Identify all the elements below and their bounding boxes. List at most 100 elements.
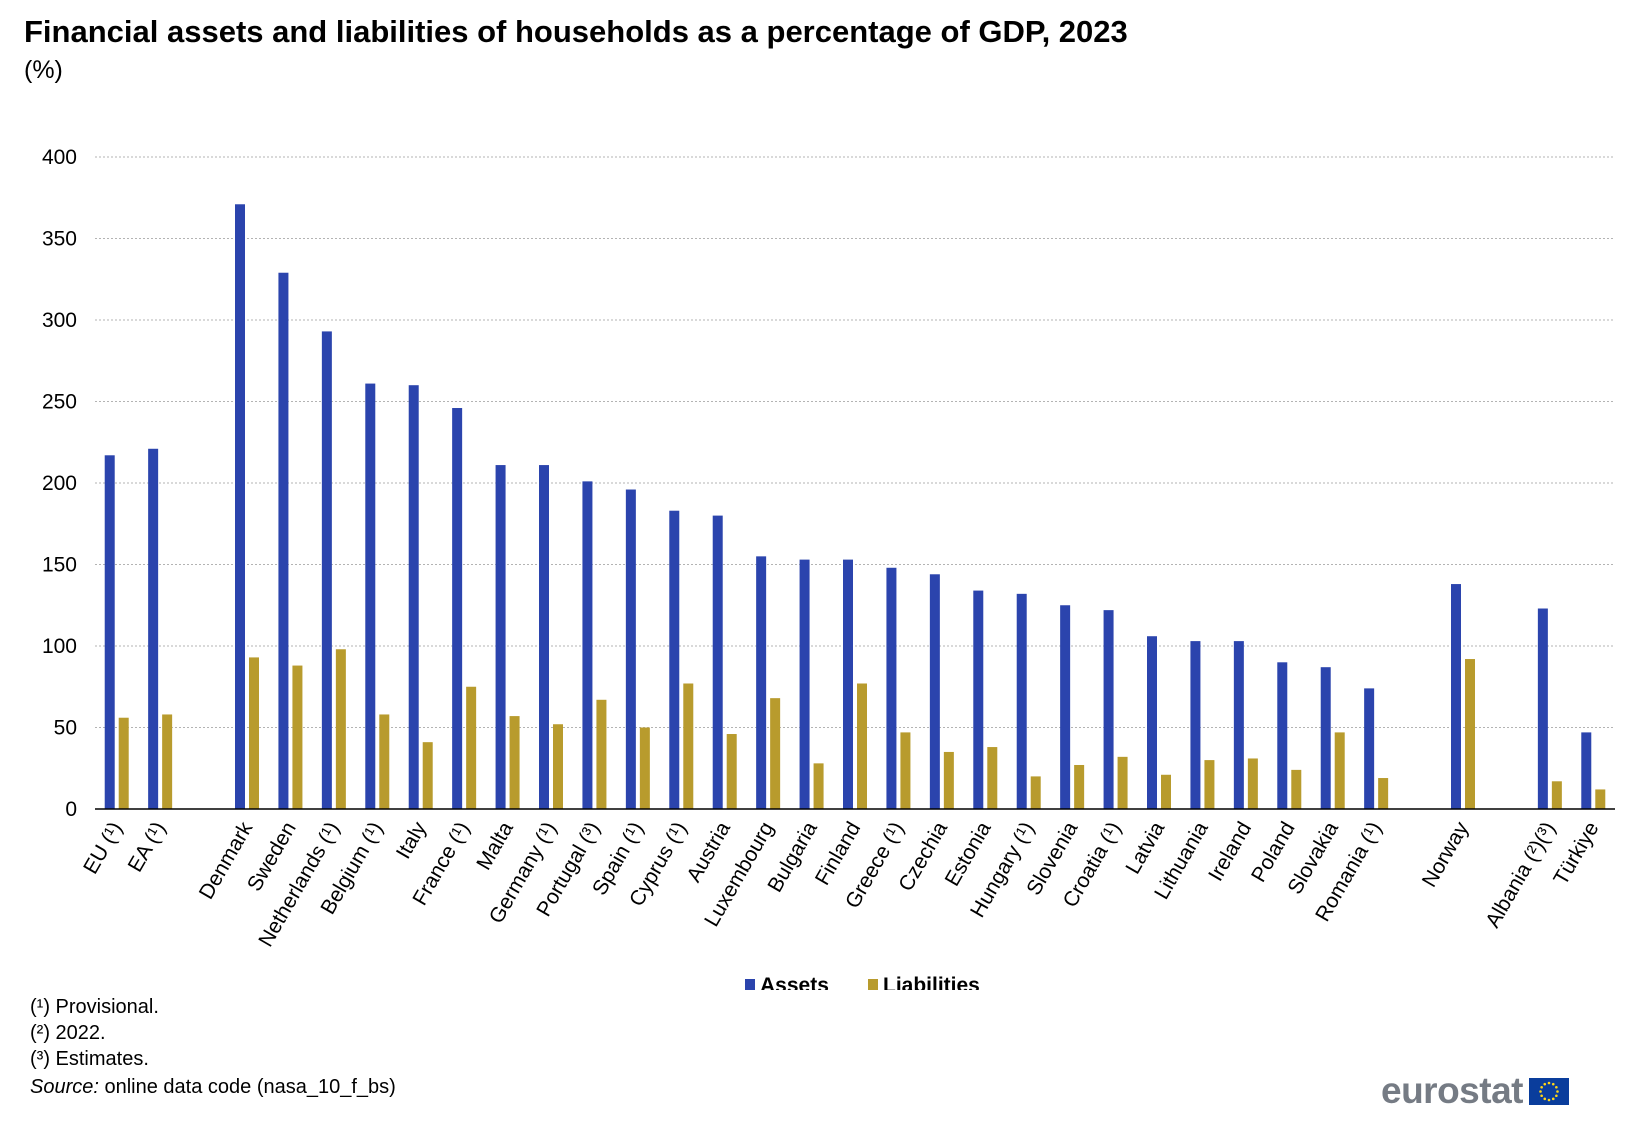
assets-bar [495,465,506,809]
assets-bar [104,455,115,809]
y-tick-label: 100 [42,635,77,658]
assets-bar [973,590,984,809]
assets-bar [539,465,549,809]
liabilities-bar [1161,774,1171,809]
x-tick-label: EA (¹) [124,818,171,876]
eurostat-logo: eurostat [1381,1070,1569,1112]
legend: Assets Liabilities [745,974,980,990]
liabilities-bar [1030,776,1041,809]
logo-text: eurostat [1381,1070,1523,1111]
liabilities-bar [292,665,303,809]
assets-bar [625,489,636,809]
flag-star [1555,1093,1558,1097]
assets-bar [669,510,680,809]
assets-bar [235,204,245,809]
liabilities-bar [1074,764,1085,809]
liabilities-bar [1117,756,1128,809]
chart-title: Financial assets and liabilities of hous… [24,14,1128,49]
y-tick-label: 350 [42,228,77,251]
eu-flag-icon [1528,1077,1569,1105]
assets-bar [365,383,376,809]
y-tick-label: 250 [42,391,77,414]
liabilities-bar [1595,789,1606,809]
flag-star [1540,1085,1543,1089]
bar-chart: 0 50 100 150 200 250 300 350 400 EU (¹)EA (¹) Den… [42,146,1615,990]
assets-bar [1016,593,1027,809]
assets-bar [452,408,463,809]
assets-bar [843,559,853,809]
flag-star [1540,1093,1543,1097]
flag-star [1556,1089,1559,1093]
assets-bar [278,272,289,810]
liabilities-bar [249,657,259,809]
liabilities-bar [770,698,781,809]
flag-star [1539,1089,1542,1093]
liabilities-bar [639,727,650,809]
assets-bar [1451,584,1461,809]
liabilities-bar [466,686,477,809]
x-tick-label: EU (¹) [79,818,127,878]
assets-bar [712,515,723,809]
x-tick-label: Albania (²)(³) [1481,818,1560,932]
x-tick-label: Norway [1418,818,1474,892]
assets-bar [1320,667,1331,809]
assets-bar [886,567,897,809]
flag-star [1555,1085,1558,1089]
footnotes: (¹) Provisional. (²) 2022. (³) Estimates… [30,994,159,1072]
assets-bar [1581,732,1592,809]
assets-bar [1364,688,1375,809]
liabilities-bar [943,751,954,809]
legend-swatch-liabilities [868,979,878,990]
assets-bar [1190,641,1201,809]
y-tick-label: 300 [42,309,77,332]
assets-bar [148,448,159,809]
assets-bar [756,556,767,809]
flag-star [1551,1097,1555,1100]
liabilities-bar [813,763,824,809]
bars [104,204,1606,810]
liabilities-bar [857,683,867,809]
source-note: Source: online data code (nasa_10_f_bs) [30,1076,396,1099]
liabilities-bar [162,714,173,809]
assets-bar [1233,641,1244,809]
assets-bar [321,331,332,809]
liabilities-bar [1291,769,1302,809]
liabilities-bar [900,732,911,809]
y-tick-label: 0 [65,798,77,821]
flag-star [1547,1098,1551,1101]
assets-bar [799,559,810,809]
liabilities-bar [1551,781,1562,809]
assets-bar [1103,610,1114,809]
assets-bar [582,481,593,809]
flag-star [1551,1082,1555,1085]
source-label: Source: [30,1076,99,1098]
y-tick-label: 150 [42,554,77,577]
y-tick-label: 400 [42,146,77,169]
flag-star [1547,1081,1551,1084]
x-tick-label: Denmark [195,818,258,904]
liabilities-bar [553,724,563,809]
assets-bar [929,574,940,809]
liabilities-bar [1247,758,1258,809]
liabilities-bar [596,699,607,809]
flag-star [1543,1082,1547,1085]
assets-bar [1060,605,1071,809]
x-tick-label: Italy [392,818,431,863]
legend-swatch-assets [745,979,755,990]
gridlines [95,156,1615,728]
footnote-2022: (²) 2022. [30,1022,106,1044]
footnote-provisional: (¹) Provisional. [30,996,159,1018]
liabilities-bar [1465,659,1475,809]
chart-subtitle: (%) [24,56,63,84]
y-tick-label: 200 [42,472,77,495]
source-text: online data code (nasa_10_f_bs) [98,1076,396,1098]
assets-bar [1277,662,1288,809]
y-axis-ticks: 0 50 100 150 200 250 300 350 400 [42,146,77,821]
footnote-estimates: (³) Estimates. [30,1048,149,1070]
liabilities-bar [1334,732,1345,809]
liabilities-bar [422,742,433,809]
liabilities-bar [987,747,998,809]
liabilities-bar [509,716,520,809]
legend-label-liabilities: Liabilities [883,974,980,990]
